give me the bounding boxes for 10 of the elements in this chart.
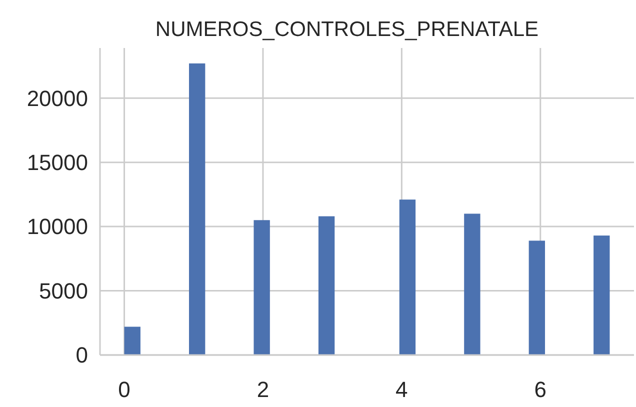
x-tick-label: 2	[256, 377, 270, 402]
x-tick-label: 6	[534, 377, 546, 402]
y-tick-label: 15000	[26, 150, 88, 176]
y-tick-label: 0	[76, 342, 88, 368]
chart-title: NUMEROS_CONTROLES_PRENATALE	[155, 18, 539, 41]
x-tick-label: 0	[118, 377, 130, 402]
y-tick-label: 5000	[39, 278, 88, 304]
y-tick-label: 20000	[26, 86, 88, 111]
x-tick-label: 4	[396, 377, 408, 402]
y-tick-label: 10000	[26, 214, 88, 240]
